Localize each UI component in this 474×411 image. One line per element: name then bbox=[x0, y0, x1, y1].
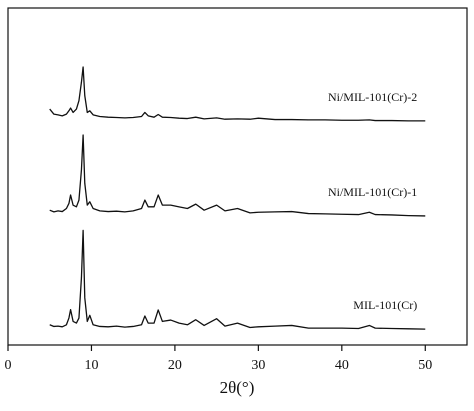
x-tick-label: 0 bbox=[5, 358, 12, 373]
series-label: MIL-101(Cr) bbox=[353, 298, 417, 312]
x-tick-label: 30 bbox=[251, 358, 265, 373]
series-label: Ni/MIL-101(Cr)-2 bbox=[328, 90, 417, 104]
series-label: Ni/MIL-101(Cr)-1 bbox=[328, 185, 417, 199]
x-tick-label: 50 bbox=[418, 358, 432, 373]
plot-frame bbox=[7, 7, 468, 346]
xrd-trace bbox=[49, 134, 426, 217]
x-tick-label: 40 bbox=[335, 358, 349, 373]
x-axis-label: 2θ(°) bbox=[220, 378, 255, 397]
x-tick-label: 10 bbox=[84, 358, 98, 373]
xrd-trace bbox=[49, 66, 426, 122]
x-tick-label: 20 bbox=[168, 358, 182, 373]
xrd-trace bbox=[49, 229, 426, 330]
